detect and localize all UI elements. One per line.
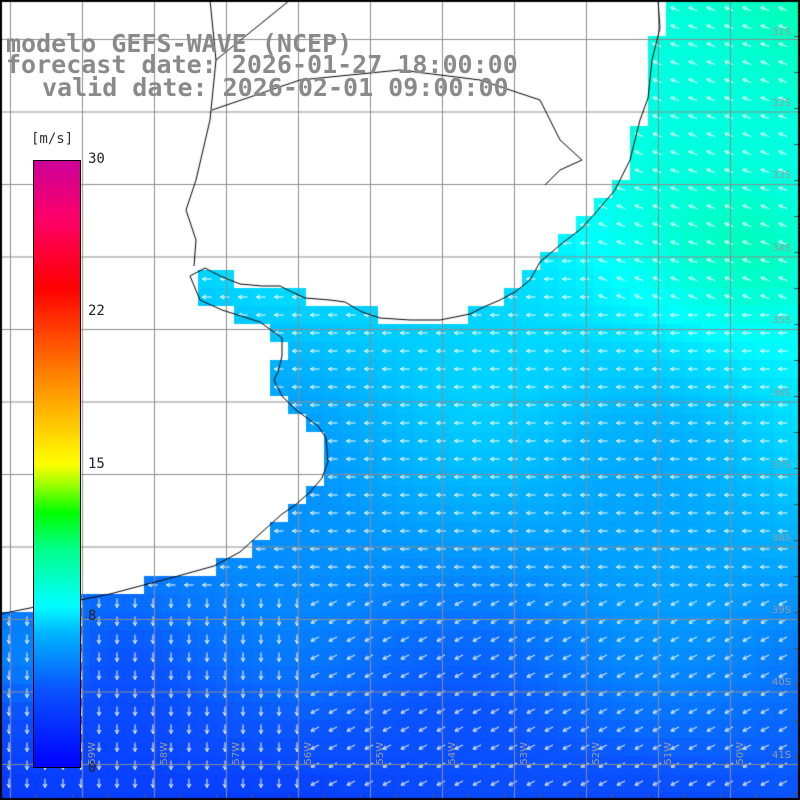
colorbar-tick-8: 8: [88, 608, 97, 624]
map-title-forecast-date: forecast date: 2026-01-27 18:00:00: [6, 50, 518, 79]
colorbar: [33, 160, 81, 768]
lat-label: 31S: [772, 27, 792, 38]
colorbar-tick-22: 22: [88, 303, 105, 319]
lon-label: 51W: [663, 742, 674, 765]
lat-label: 38S: [772, 533, 792, 544]
lat-label: 37S: [772, 460, 792, 471]
lat-label: 40S: [772, 677, 792, 688]
lat-label: 39S: [772, 605, 792, 616]
lon-label: 52W: [591, 742, 602, 765]
map-title-model: modelo GEFS-WAVE (NCEP): [6, 29, 353, 58]
colorbar-tick-15: 15: [88, 456, 105, 472]
lat-label: 35S: [772, 315, 792, 326]
lat-label: 41S: [772, 750, 792, 761]
map-title-valid-date: valid date: 2026-02-01 09:00:00: [42, 73, 509, 102]
colorbar-tick-0: 0: [88, 760, 97, 776]
lat-label: 36S: [772, 388, 792, 399]
lon-label: 53W: [519, 742, 530, 765]
colorbar-unit: [m/s]: [31, 131, 74, 147]
lon-label: 55W: [375, 742, 386, 765]
lon-label: 56W: [303, 742, 314, 765]
lon-label: 58W: [159, 742, 170, 765]
lon-label: 50W: [735, 742, 746, 765]
lat-label: 33S: [772, 170, 792, 181]
lat-label: 34S: [772, 243, 792, 254]
lon-label: 57W: [231, 742, 242, 765]
lat-label: 32S: [772, 98, 792, 109]
lon-label: 59W: [87, 742, 98, 765]
lon-label: 54W: [447, 742, 458, 765]
colorbar-tick-30: 30: [88, 151, 105, 167]
